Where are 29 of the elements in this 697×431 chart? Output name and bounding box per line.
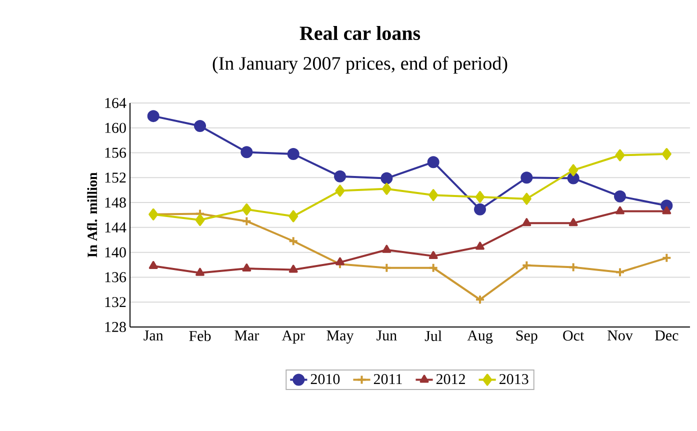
x-tick-label: Apr xyxy=(282,330,305,344)
y-tick-label: 152 xyxy=(105,172,126,183)
y-tick-label: 132 xyxy=(105,297,126,308)
legend-label: 2010 xyxy=(310,374,340,384)
legend-label: 2011 xyxy=(374,374,402,384)
y-tick-label: 156 xyxy=(105,148,126,158)
x-tick-label: Feb xyxy=(189,330,211,342)
y-tick-label: 144 xyxy=(105,222,126,232)
y-tick-label: 128 xyxy=(105,322,126,332)
x-tick-label: May xyxy=(326,330,354,344)
y-tick-label: 160 xyxy=(105,122,126,133)
legend-label: 2012 xyxy=(436,374,465,384)
chart-title: Real car loans xyxy=(300,26,420,40)
x-tick-label: Jun xyxy=(376,330,397,340)
x-tick-label: Aug xyxy=(467,330,493,344)
x-tick-label: Sep xyxy=(516,330,538,344)
y-tick-label: 164 xyxy=(105,98,126,108)
x-tick-label: Dec xyxy=(655,330,678,340)
x-tick-label: Nov xyxy=(608,330,633,340)
y-tick-label: 140 xyxy=(105,247,126,258)
x-tick-label: Oct xyxy=(563,330,584,341)
y-tick-label: 136 xyxy=(105,272,126,282)
x-tick-label: Jul xyxy=(424,330,442,342)
x-tick-label: Mar xyxy=(234,330,260,340)
legend-label: 2013 xyxy=(500,374,528,384)
x-tick-label: Jan xyxy=(144,330,164,340)
y-tick-label: 148 xyxy=(105,197,126,208)
chart-subtitle: (In January 2007 prices, end of period) xyxy=(212,56,508,74)
y-axis-title: In Afl. million xyxy=(87,172,98,258)
